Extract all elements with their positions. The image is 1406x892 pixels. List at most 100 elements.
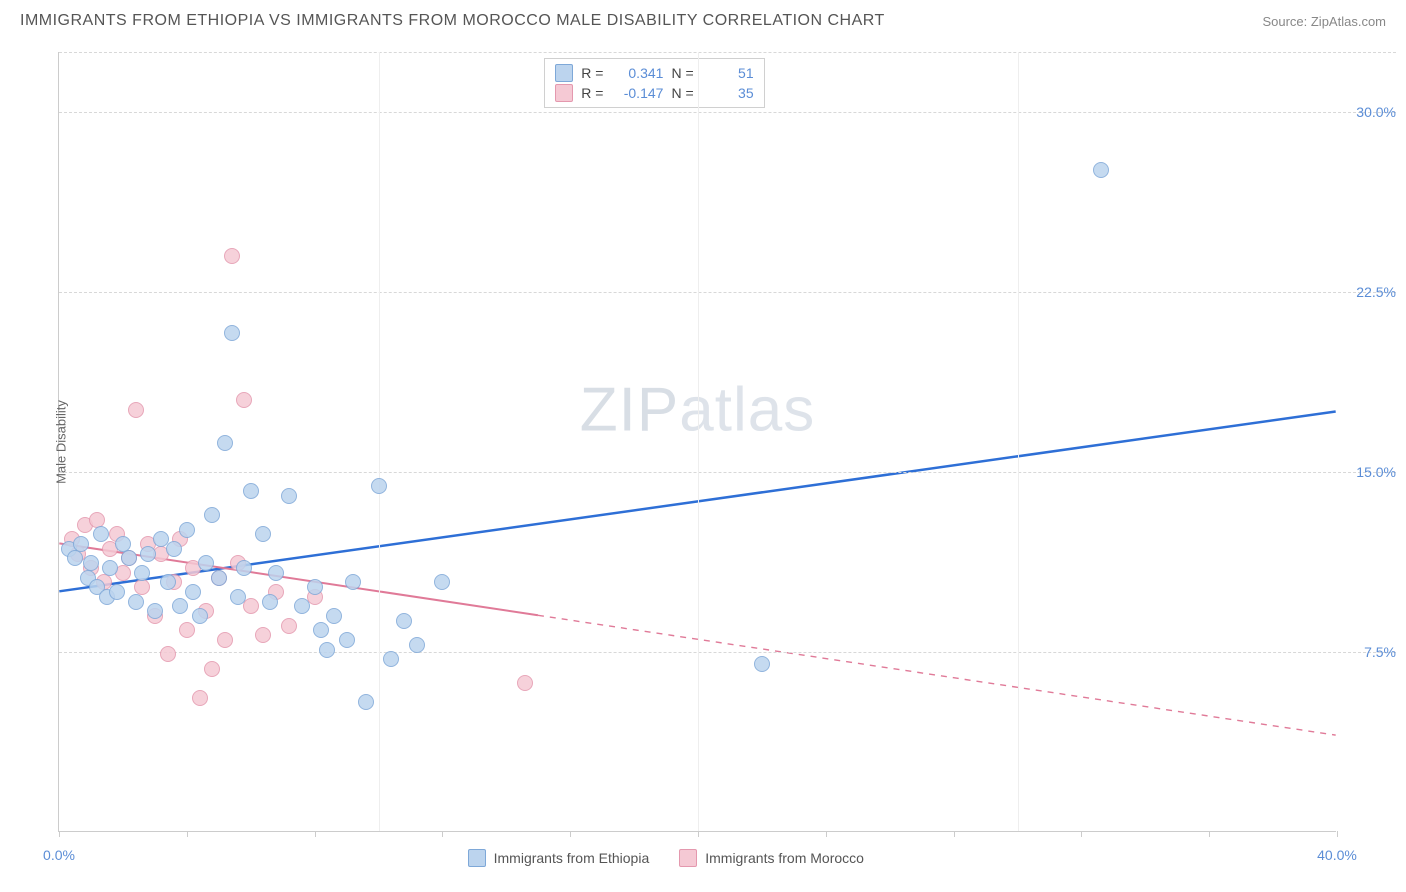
legend-row-ethiopia: R = 0.341 N = 51	[555, 63, 753, 83]
scatter-point	[224, 248, 240, 264]
legend-label: Immigrants from Ethiopia	[494, 850, 650, 866]
xtick-label: 0.0%	[43, 847, 75, 863]
scatter-point	[102, 560, 118, 576]
legend-row-morocco: R = -0.147 N = 35	[555, 83, 753, 103]
r-value: -0.147	[611, 85, 663, 101]
ytick-label: 15.0%	[1341, 464, 1396, 480]
scatter-point	[255, 627, 271, 643]
scatter-point	[268, 565, 284, 581]
scatter-point	[89, 512, 105, 528]
xtick-mark	[442, 831, 443, 837]
scatter-point	[83, 555, 99, 571]
chart-title: IMMIGRANTS FROM ETHIOPIA VS IMMIGRANTS F…	[20, 12, 885, 30]
scatter-point	[313, 622, 329, 638]
scatter-point	[217, 435, 233, 451]
chart-source: Source: ZipAtlas.com	[1262, 14, 1386, 29]
scatter-point	[204, 661, 220, 677]
scatter-point	[1093, 162, 1109, 178]
swatch-ethiopia	[468, 849, 486, 867]
scatter-point	[224, 325, 240, 341]
scatter-point	[185, 584, 201, 600]
xtick-mark	[315, 831, 316, 837]
scatter-point	[262, 594, 278, 610]
scatter-point	[434, 574, 450, 590]
xtick-mark	[826, 831, 827, 837]
gridline-v	[1018, 52, 1019, 831]
xtick-mark	[187, 831, 188, 837]
scatter-point	[255, 526, 271, 542]
scatter-point	[383, 651, 399, 667]
legend-series: Immigrants from Ethiopia Immigrants from…	[468, 849, 864, 867]
scatter-point	[67, 550, 83, 566]
legend-label: Immigrants from Morocco	[705, 850, 864, 866]
scatter-point	[294, 598, 310, 614]
ytick-label: 22.5%	[1341, 284, 1396, 300]
scatter-point	[93, 526, 109, 542]
scatter-point	[409, 637, 425, 653]
ytick-label: 7.5%	[1341, 644, 1396, 660]
xtick-mark	[570, 831, 571, 837]
scatter-point	[140, 546, 156, 562]
trend-line-extrapolated	[538, 615, 1336, 735]
y-axis-label: Male Disability	[53, 400, 68, 484]
scatter-point	[230, 589, 246, 605]
plot-area: Male Disability ZIPatlas R = 0.341 N = 5…	[58, 52, 1336, 832]
r-label: R =	[581, 65, 603, 81]
chart-container: IMMIGRANTS FROM ETHIOPIA VS IMMIGRANTS F…	[0, 0, 1406, 892]
swatch-morocco	[679, 849, 697, 867]
scatter-point	[281, 488, 297, 504]
xtick-label: 40.0%	[1317, 847, 1357, 863]
gridline-h	[59, 52, 1396, 53]
scatter-point	[128, 402, 144, 418]
gridline-h	[59, 652, 1396, 653]
chart-header: IMMIGRANTS FROM ETHIOPIA VS IMMIGRANTS F…	[0, 0, 1406, 38]
gridline-v	[698, 52, 699, 831]
scatter-point	[160, 646, 176, 662]
scatter-point	[128, 594, 144, 610]
gridline-v	[379, 52, 380, 831]
scatter-point	[358, 694, 374, 710]
xtick-mark	[1081, 831, 1082, 837]
scatter-point	[198, 555, 214, 571]
legend-correlation: R = 0.341 N = 51 R = -0.147 N = 35	[544, 58, 764, 108]
scatter-point	[319, 642, 335, 658]
gridline-h	[59, 292, 1396, 293]
scatter-point	[517, 675, 533, 691]
scatter-point	[73, 536, 89, 552]
scatter-point	[179, 522, 195, 538]
scatter-point	[134, 565, 150, 581]
xtick-mark	[59, 831, 60, 837]
scatter-point	[345, 574, 361, 590]
scatter-point	[281, 618, 297, 634]
legend-item-morocco: Immigrants from Morocco	[679, 849, 864, 867]
swatch-ethiopia	[555, 64, 573, 82]
scatter-point	[236, 560, 252, 576]
r-value: 0.341	[611, 65, 663, 81]
n-value: 35	[702, 85, 754, 101]
n-label: N =	[671, 65, 693, 81]
r-label: R =	[581, 85, 603, 101]
swatch-morocco	[555, 84, 573, 102]
scatter-point	[121, 550, 137, 566]
scatter-point	[754, 656, 770, 672]
scatter-point	[166, 541, 182, 557]
scatter-point	[172, 598, 188, 614]
scatter-point	[396, 613, 412, 629]
scatter-point	[192, 690, 208, 706]
xtick-mark	[954, 831, 955, 837]
scatter-point	[217, 632, 233, 648]
scatter-point	[326, 608, 342, 624]
n-value: 51	[702, 65, 754, 81]
xtick-mark	[1209, 831, 1210, 837]
xtick-mark	[1337, 831, 1338, 837]
gridline-h	[59, 472, 1396, 473]
scatter-point	[243, 598, 259, 614]
xtick-mark	[698, 831, 699, 837]
scatter-point	[179, 622, 195, 638]
scatter-point	[236, 392, 252, 408]
n-label: N =	[671, 85, 693, 101]
scatter-point	[147, 603, 163, 619]
ytick-label: 30.0%	[1341, 104, 1396, 120]
scatter-point	[307, 579, 323, 595]
scatter-point	[160, 574, 176, 590]
